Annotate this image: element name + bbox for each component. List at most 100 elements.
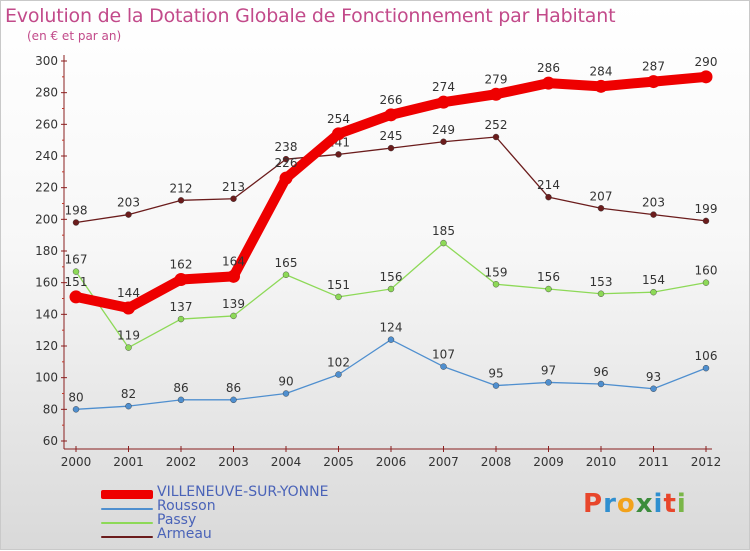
data-label: 164 (222, 254, 245, 268)
data-label: 212 (170, 181, 193, 195)
y-tick-label: 160 (35, 276, 58, 290)
data-point (594, 79, 608, 93)
data-label: 102 (327, 356, 350, 370)
data-point (279, 171, 293, 185)
legend-label-passy: Passy (157, 512, 197, 528)
data-label: 82 (121, 387, 136, 401)
x-tick-label: 2002 (166, 455, 197, 469)
data-point (699, 70, 713, 84)
data-point (702, 279, 710, 286)
data-label: 139 (222, 297, 245, 311)
legend-label-rousson: Rousson (157, 498, 216, 514)
logo-letter: i (653, 489, 664, 519)
data-label: 107 (432, 348, 455, 362)
x-tick-label: 2003 (218, 455, 249, 469)
data-label: 151 (65, 275, 88, 289)
data-label: 284 (590, 64, 613, 78)
data-point (72, 268, 80, 275)
data-point (492, 382, 500, 389)
data-point (650, 211, 657, 218)
data-point (125, 344, 132, 351)
data-point (440, 138, 447, 145)
data-point (174, 273, 188, 286)
y-tick-label: 140 (35, 307, 58, 321)
data-point (440, 239, 447, 247)
data-label: 86 (226, 381, 241, 395)
data-label: 185 (432, 224, 455, 238)
data-point (647, 75, 660, 89)
data-point (437, 95, 450, 109)
data-point (69, 290, 83, 304)
data-point (282, 155, 290, 163)
data-point (492, 133, 500, 141)
x-tick-label: 2000 (61, 455, 92, 469)
data-point (335, 151, 342, 158)
data-label: 167 (65, 253, 88, 267)
data-label: 162 (170, 258, 193, 272)
data-label: 160 (695, 264, 718, 278)
data-label: 80 (68, 390, 83, 404)
data-label: 153 (590, 275, 613, 289)
x-tick-label: 2006 (376, 455, 407, 469)
data-point (650, 288, 657, 296)
data-label: 245 (380, 129, 403, 143)
data-point (122, 301, 135, 315)
data-label: 198 (65, 204, 88, 218)
data-label: 207 (590, 189, 613, 203)
data-label: 165 (275, 256, 298, 270)
data-label: 249 (432, 123, 455, 137)
x-tick-label: 2004 (271, 455, 302, 469)
data-label: 286 (537, 61, 560, 75)
x-tick-label: 2005 (323, 455, 354, 469)
y-tick-label: 280 (35, 86, 58, 100)
data-point (230, 312, 237, 320)
data-point (440, 363, 447, 370)
y-tick-label: 180 (35, 244, 58, 258)
data-point (72, 406, 80, 413)
data-label: 199 (695, 202, 718, 216)
data-point (387, 144, 395, 152)
y-tick-label: 100 (35, 371, 58, 385)
legend-label-villeneuve: VILLENEUVE-SUR-YONNE (157, 484, 329, 500)
x-tick-label: 2010 (586, 455, 617, 469)
data-point (282, 271, 290, 278)
data-label: 252 (485, 118, 508, 132)
data-point (545, 285, 552, 293)
data-point (72, 219, 80, 226)
logo-letter: x (635, 489, 654, 519)
data-point (650, 385, 657, 392)
data-point (387, 285, 395, 293)
data-point (702, 217, 710, 225)
data-point (230, 195, 237, 202)
data-label: 93 (646, 370, 661, 384)
y-tick-label: 300 (35, 54, 58, 68)
logo-letter: t (663, 489, 677, 519)
data-label: 96 (593, 365, 608, 379)
data-label: 266 (380, 93, 403, 107)
data-label: 274 (432, 80, 455, 94)
x-tick-label: 2012 (691, 455, 722, 469)
data-label: 214 (537, 178, 560, 192)
data-point (597, 380, 605, 388)
x-tick-label: 2007 (428, 455, 459, 469)
y-tick-label: 240 (35, 149, 58, 163)
data-point (335, 371, 342, 378)
y-tick-label: 80 (43, 402, 58, 416)
data-label: 254 (327, 112, 350, 126)
data-point (177, 315, 185, 323)
data-label: 290 (695, 55, 718, 69)
data-point (597, 290, 605, 297)
data-label: 159 (485, 265, 508, 279)
logo-letter: o (616, 489, 636, 519)
data-label: 156 (537, 270, 560, 284)
series-line-1 (75, 339, 707, 410)
data-label: 287 (642, 60, 665, 74)
y-tick-label: 120 (35, 339, 58, 353)
data-label: 203 (117, 196, 140, 210)
legend-swatch-villeneuve (101, 490, 153, 499)
data-point (335, 293, 342, 301)
data-label: 279 (485, 72, 508, 86)
data-label: 151 (327, 278, 350, 292)
